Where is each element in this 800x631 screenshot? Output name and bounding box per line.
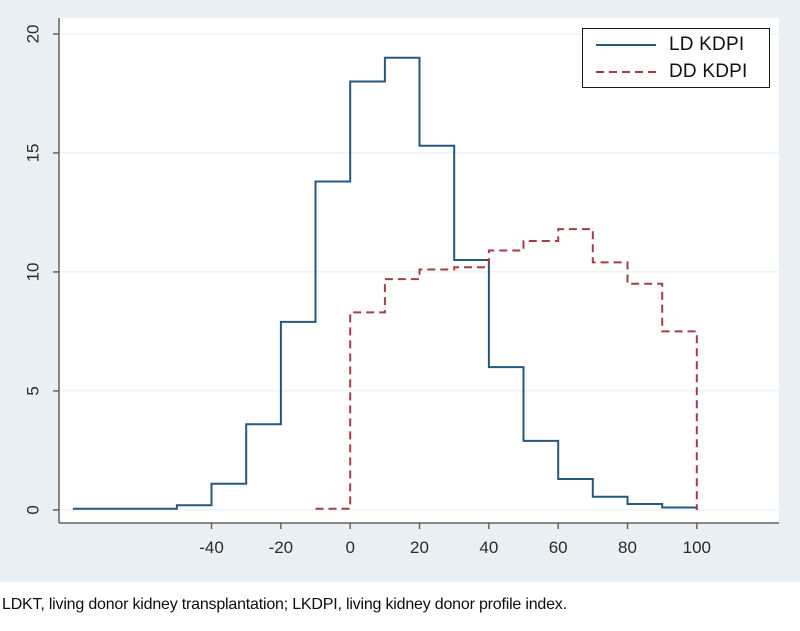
caption-strip: LDKT, living donor kidney transplantatio… xyxy=(0,582,800,631)
legend-label-ld: LD KDPI xyxy=(669,33,745,55)
legend-label-dd: DD KDPI xyxy=(669,60,748,82)
x-tick-label: -40 xyxy=(199,538,224,557)
chart-area: 0 5 10 15 20 -40 -20 0 20 40 60 80 100 xyxy=(0,0,800,582)
x-tick-label: 100 xyxy=(683,538,711,557)
x-tick-label: 40 xyxy=(479,538,498,557)
figure-caption: LDKT, living donor kidney transplantatio… xyxy=(2,596,567,613)
y-tick-label: 10 xyxy=(24,262,43,281)
legend-item-ld: LD KDPI xyxy=(583,34,769,56)
series-dd-kdpi xyxy=(315,228,698,510)
histogram-chart: 0 5 10 15 20 -40 -20 0 20 40 60 80 100 xyxy=(0,0,800,582)
x-tick-label: 80 xyxy=(618,538,637,557)
y-tick-label: 5 xyxy=(24,386,43,395)
legend-item-dd: DD KDPI xyxy=(583,61,769,83)
y-axis-ticks: 0 5 10 15 20 xyxy=(24,24,59,515)
x-tick-label: -20 xyxy=(269,538,294,557)
x-axis-ticks: -40 -20 0 20 40 60 80 100 xyxy=(199,523,711,557)
dd-dashed-line-icon xyxy=(596,70,656,73)
y-tick-label: 20 xyxy=(24,24,43,43)
ld-solid-line-icon xyxy=(596,43,656,46)
x-tick-label: 60 xyxy=(549,538,568,557)
y-tick-label: 0 xyxy=(24,505,43,514)
y-tick-label: 15 xyxy=(24,143,43,162)
x-tick-label: 20 xyxy=(410,538,429,557)
x-tick-label: 0 xyxy=(345,538,354,557)
legend: LD KDPI DD KDPI xyxy=(582,28,770,88)
series-ld-kdpi xyxy=(72,56,698,510)
